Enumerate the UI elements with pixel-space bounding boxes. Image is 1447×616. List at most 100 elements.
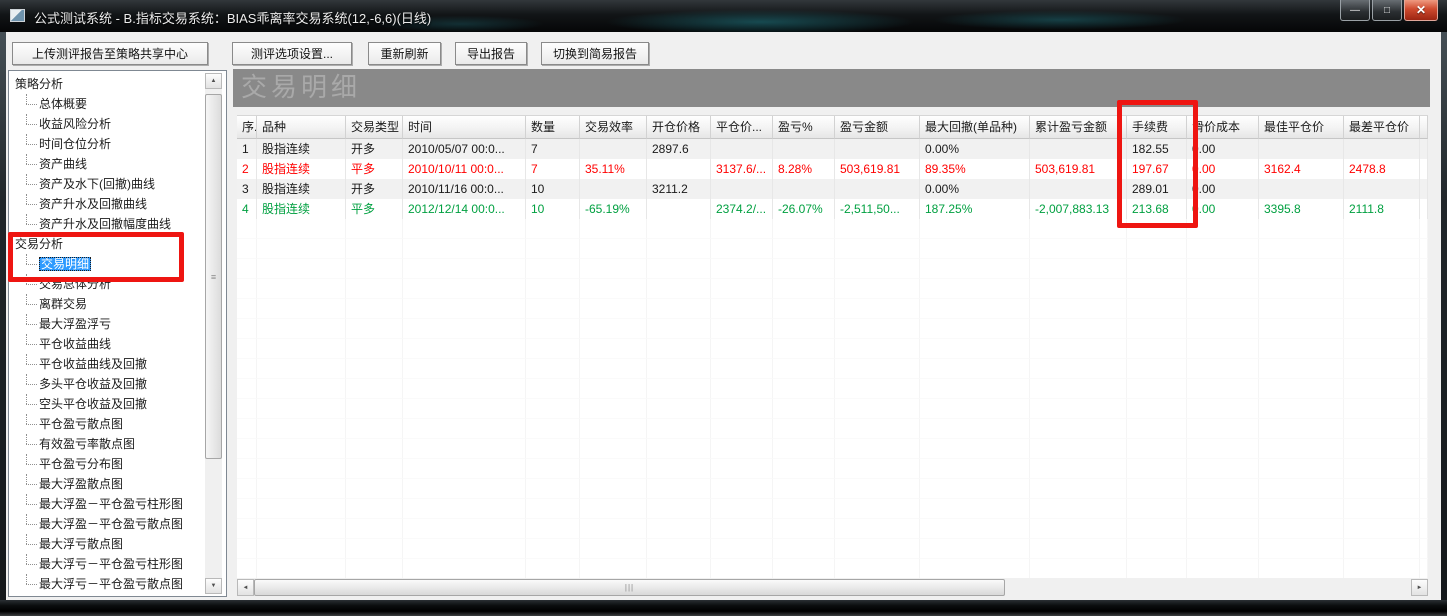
table-empty-row: [237, 279, 1428, 299]
sidebar-item-资产升水及回撤曲线[interactable]: 资产升水及回撤曲线: [11, 194, 207, 214]
table-empty-cell: [1259, 219, 1344, 239]
table-cell: 0.00: [1187, 179, 1259, 199]
eval-options-button[interactable]: 测评选项设置...: [232, 42, 352, 65]
column-header-最佳平仓价[interactable]: 最佳平仓价: [1259, 116, 1344, 139]
column-header-序..[interactable]: 序..: [237, 116, 257, 139]
table-cell: [1344, 179, 1420, 199]
column-header-partial[interactable]: [1420, 116, 1428, 139]
table-cell: 2374.2/...: [711, 199, 773, 219]
sidebar-item-空头平仓收益及回撤[interactable]: 空头平仓收益及回撤: [11, 394, 207, 414]
scrollbar-thumb[interactable]: ≡: [205, 94, 222, 459]
table-row-4[interactable]: 4 股指连续 平多 2012/12/14 00:0... 10 -65.19% 2374.2…: [237, 199, 1428, 219]
sidebar-item-平仓盈亏散点图[interactable]: 平仓盈亏散点图: [11, 414, 207, 434]
maximize-button[interactable]: □: [1372, 0, 1402, 21]
column-header-最大回撤(单品种)[interactable]: 最大回撤(单品种): [920, 116, 1030, 139]
sidebar-item-时间仓位分析[interactable]: 时间仓位分析: [11, 134, 207, 154]
table-cell: [647, 199, 711, 219]
table-cell: 89.35%: [920, 159, 1030, 179]
sidebar-item-资产及水下(回撤)曲线[interactable]: 资产及水下(回撤)曲线: [11, 174, 207, 194]
sidebar-item-最大浮盈－平仓盈亏柱形图[interactable]: 最大浮盈－平仓盈亏柱形图: [11, 494, 207, 514]
sidebar-item-平仓收益曲线[interactable]: 平仓收益曲线: [11, 334, 207, 354]
table-empty-cell: [920, 339, 1030, 359]
table-empty-cell: [257, 559, 346, 578]
table-empty-cell: [403, 399, 526, 419]
table-hscrollbar[interactable]: ◄ ||| ►: [237, 578, 1428, 597]
table-row-1[interactable]: 1 股指连续 开多 2010/05/07 00:0... 7 2897.6 0.00% 182…: [237, 139, 1428, 159]
table-empty-cell: [773, 519, 835, 539]
column-header-交易类型[interactable]: 交易类型: [346, 116, 403, 139]
table-cell: [647, 159, 711, 179]
sidebar-item-最大浮盈浮亏[interactable]: 最大浮盈浮亏: [11, 314, 207, 334]
sidebar-item-收益风险分析[interactable]: 收益风险分析: [11, 114, 207, 134]
refresh-button[interactable]: 重新刷新: [368, 42, 441, 65]
scroll-right-button[interactable]: ►: [1411, 579, 1428, 596]
column-header-数量[interactable]: 数量: [526, 116, 580, 139]
simple-report-toggle-button[interactable]: 切换到简易报告: [541, 42, 649, 65]
table-empty-cell: [711, 419, 773, 439]
table-empty-cell: [1187, 379, 1259, 399]
table-empty-cell: [1187, 339, 1259, 359]
sidebar-item-平仓盈亏分布图[interactable]: 平仓盈亏分布图: [11, 454, 207, 474]
close-button[interactable]: ✕: [1404, 0, 1438, 21]
sidebar-item-平仓收益曲线及回撤[interactable]: 平仓收益曲线及回撤: [11, 354, 207, 374]
table-empty-cell: [1030, 459, 1127, 479]
export-report-button[interactable]: 导出报告: [455, 42, 527, 65]
sidebar-item-资产曲线[interactable]: 资产曲线: [11, 154, 207, 174]
sidebar-item-资产升水及回撤幅度曲线[interactable]: 资产升水及回撤幅度曲线: [11, 214, 207, 234]
table-row-3[interactable]: 3 股指连续 开多 2010/11/16 00:0... 10 3211.2 0.00% 28…: [237, 179, 1428, 199]
scroll-left-button[interactable]: ◄: [237, 579, 254, 596]
sidebar-item-交易分析[interactable]: 交易分析: [11, 234, 207, 254]
sidebar-item-最大浮亏散点图[interactable]: 最大浮亏散点图: [11, 534, 207, 554]
column-header-手续费[interactable]: 手续费: [1127, 116, 1187, 139]
table-empty-cell: [237, 359, 257, 379]
sidebar-item-最大浮亏－平仓盈亏柱形图[interactable]: 最大浮亏－平仓盈亏柱形图: [11, 554, 207, 574]
column-header-时间[interactable]: 时间: [403, 116, 526, 139]
column-header-品种[interactable]: 品种: [257, 116, 346, 139]
sidebar-item-策略分析[interactable]: 策略分析: [11, 74, 207, 94]
table-cell: 7: [526, 139, 580, 159]
minimize-button[interactable]: —: [1340, 0, 1370, 21]
table-empty-cell: [237, 279, 257, 299]
column-header-累计盈亏金额[interactable]: 累计盈亏金额: [1030, 116, 1127, 139]
sidebar-item-最大浮亏－平仓盈亏散点图[interactable]: 最大浮亏－平仓盈亏散点图: [11, 574, 207, 594]
scroll-up-button[interactable]: ▲: [205, 73, 222, 89]
sidebar-item-多头平仓收益及回撤[interactable]: 多头平仓收益及回撤: [11, 374, 207, 394]
column-header-盈亏%[interactable]: 盈亏%: [773, 116, 835, 139]
upload-report-button[interactable]: 上传测评报告至策略共享中心: [12, 42, 208, 65]
column-header-平仓价...[interactable]: 平仓价...: [711, 116, 773, 139]
sidebar-item-label: 最大浮盈－平仓盈亏散点图: [39, 517, 184, 531]
sidebar-item-离群交易[interactable]: 离群交易: [11, 294, 207, 314]
column-header-交易效率[interactable]: 交易效率: [580, 116, 647, 139]
table-empty-cell: [580, 319, 647, 339]
table-cell: 289.01: [1127, 179, 1187, 199]
table-empty-cell: [920, 519, 1030, 539]
table-empty-cell: [1187, 479, 1259, 499]
sidebar-scrollbar[interactable]: ▲ ≡ ▼: [205, 73, 222, 594]
column-header-滑价成本[interactable]: 滑价成本: [1187, 116, 1259, 139]
table-row-2[interactable]: 2 股指连续 平多 2010/10/11 00:0... 7 35.11% 3137.6/.…: [237, 159, 1428, 179]
table-cell: 213.68: [1127, 199, 1187, 219]
table-cell: 3137.6/...: [711, 159, 773, 179]
table-empty-cell: [346, 399, 403, 419]
column-header-盈亏金额[interactable]: 盈亏金额: [835, 116, 920, 139]
sidebar-item-最大浮盈散点图[interactable]: 最大浮盈散点图: [11, 474, 207, 494]
column-header-开仓价格[interactable]: 开仓价格: [647, 116, 711, 139]
column-header-最差平仓价[interactable]: 最差平仓价: [1344, 116, 1420, 139]
table-empty-cell: [920, 279, 1030, 299]
sidebar-item-最大浮盈－平仓盈亏散点图[interactable]: 最大浮盈－平仓盈亏散点图: [11, 514, 207, 534]
table-empty-cell: [1259, 299, 1344, 319]
scroll-down-button[interactable]: ▼: [205, 578, 222, 594]
table-empty-cell: [1344, 239, 1420, 259]
sidebar-item-总体概要[interactable]: 总体概要: [11, 94, 207, 114]
sidebar-item-有效盈亏率散点图[interactable]: 有效盈亏率散点图: [11, 434, 207, 454]
sidebar-item-交易总体分析[interactable]: 交易总体分析: [11, 274, 207, 294]
table-empty-cell: [1420, 559, 1428, 578]
table-empty-cell: [835, 239, 920, 259]
table-cell: [1030, 139, 1127, 159]
table-empty-cell: [920, 259, 1030, 279]
table-empty-row: [237, 439, 1428, 459]
table-empty-cell: [711, 359, 773, 379]
sidebar-item-交易明细[interactable]: 交易明细: [11, 254, 207, 274]
sidebar-item-label: 空头平仓收益及回撤: [39, 397, 148, 411]
hscrollbar-thumb[interactable]: |||: [254, 579, 1005, 596]
